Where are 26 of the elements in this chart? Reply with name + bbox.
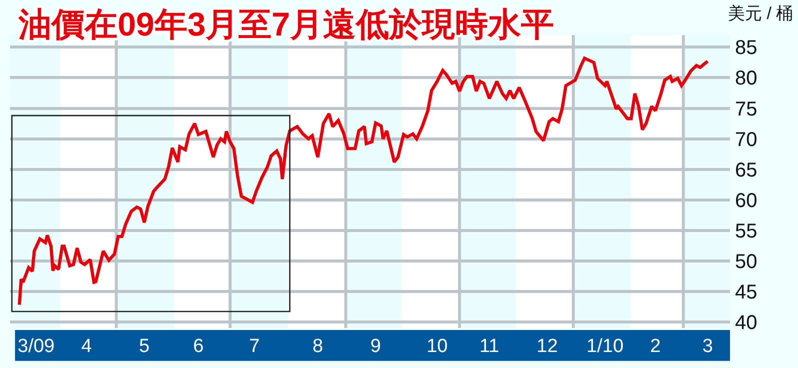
y-tick-label: 75 bbox=[735, 98, 758, 120]
y-tick-label: 60 bbox=[735, 190, 758, 212]
x-tick-label: 8 bbox=[312, 336, 324, 357]
x-tick-label: 7 bbox=[249, 336, 260, 357]
y-tick-label: 70 bbox=[735, 128, 758, 151]
y-tick-label: 50 bbox=[735, 250, 758, 273]
y-tick-label: 80 bbox=[735, 68, 758, 90]
x-tick-label: 10 bbox=[426, 336, 448, 357]
x-tick-label: 4 bbox=[81, 336, 92, 357]
y-tick-label: 55 bbox=[735, 220, 758, 242]
y-tick-label: 40 bbox=[735, 312, 758, 334]
y-axis-title: 美元 / 桶 bbox=[728, 4, 794, 23]
x-tick-label: 6 bbox=[193, 336, 204, 357]
x-tick-label: 5 bbox=[139, 336, 150, 357]
x-tick-label: 3 bbox=[702, 336, 713, 357]
y-tick-label: 45 bbox=[735, 281, 758, 304]
x-tick-label: 9 bbox=[370, 336, 381, 357]
line-series bbox=[18, 56, 710, 306]
y-tick-label: 65 bbox=[735, 159, 758, 182]
x-tick-label: 2 bbox=[650, 336, 661, 357]
x-tick-label: 11 bbox=[480, 336, 500, 357]
x-tick-label: 1/10 bbox=[586, 336, 624, 357]
y-tick-label: 85 bbox=[735, 37, 758, 60]
x-tick-label: 12 bbox=[536, 336, 558, 357]
chart-title: 油價在09年3月至7月遠低於現時水平 bbox=[18, 5, 554, 42]
x-tick-label: 3/09 bbox=[18, 336, 55, 357]
